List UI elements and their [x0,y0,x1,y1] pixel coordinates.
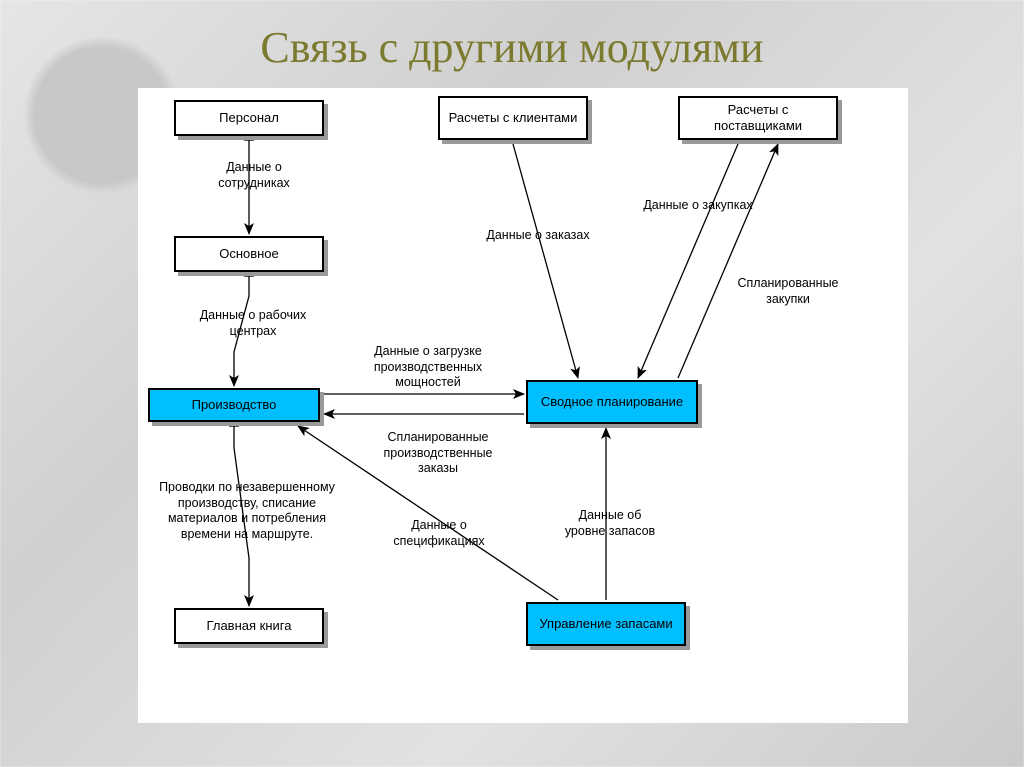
node-production: Производство [148,388,320,422]
edge-label-planned-o: Спланированные производственные заказы [348,430,528,477]
node-personnel: Персонал [174,100,324,136]
node-label: Персонал [219,110,279,126]
node-ledger: Главная книга [174,608,324,644]
edge-label-purchases: Данные о закупках [618,198,778,214]
edge-label-specs: Данные о спецификациях [374,518,504,549]
node-label: Производство [192,397,277,413]
diagram-panel: Персонал Расчеты с клиентами Расчеты с п… [138,88,908,723]
node-suppliers: Расчеты с поставщиками [678,96,838,140]
page-title: Связь с другими модулями [0,22,1024,73]
edge-label-stock: Данные об уровне запасов [540,508,680,539]
node-label: Расчеты с клиентами [449,110,578,126]
edge-label-orders: Данные о заказах [468,228,608,244]
node-label: Управление запасами [539,616,672,632]
edge-label-core: Данные о рабочих центрах [178,308,328,339]
node-label: Главная книга [207,618,292,634]
node-label: Основное [219,246,279,262]
edge-label-planned-p: Спланированные закупки [708,276,868,307]
node-core: Основное [174,236,324,272]
node-clients: Расчеты с клиентами [438,96,588,140]
edge-label-ledger: Проводки по незавершенному производству,… [142,480,352,543]
node-label: Сводное планирование [541,394,683,410]
node-planning: Сводное планирование [526,380,698,424]
node-label: Расчеты с поставщиками [684,102,832,133]
edge-label-capacity: Данные о загрузке производственных мощно… [338,344,518,391]
edge-label-personnel: Данные о сотрудниках [194,160,314,191]
node-inventory: Управление запасами [526,602,686,646]
